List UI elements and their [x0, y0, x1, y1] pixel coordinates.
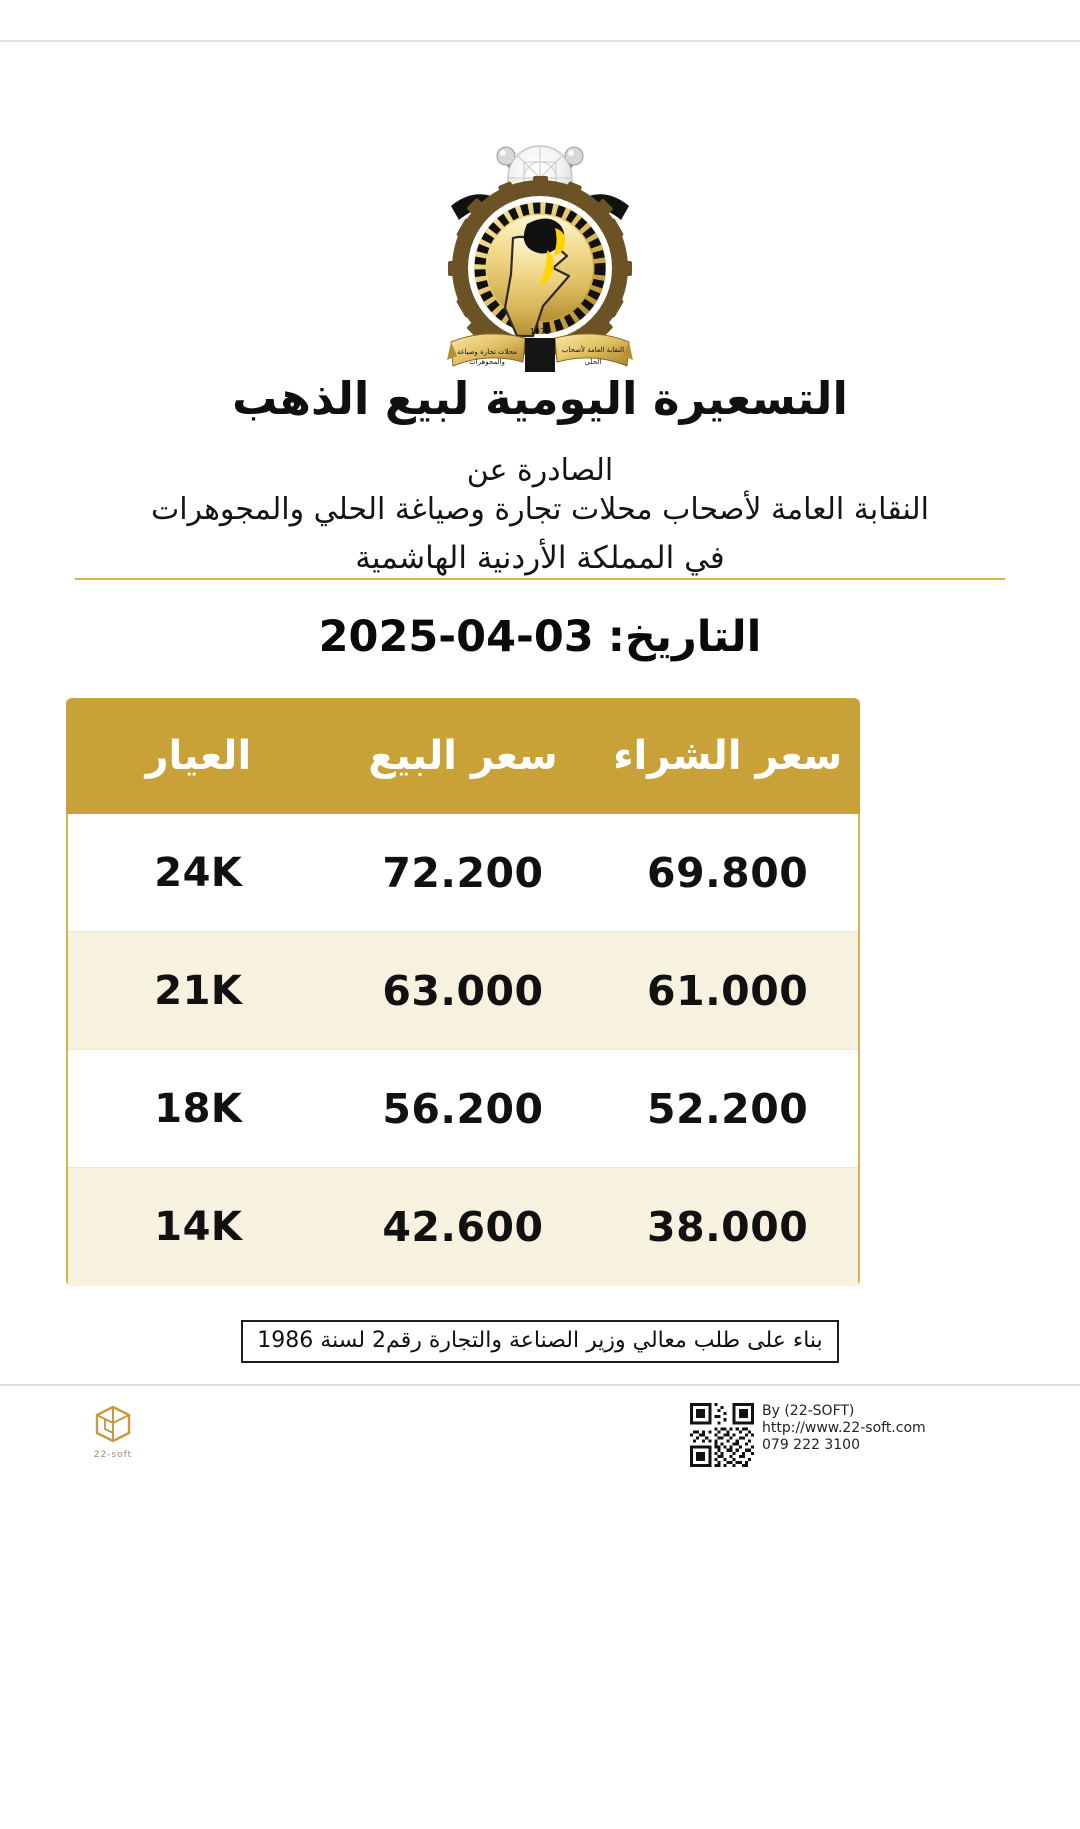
column-header-karat: العيار — [145, 733, 252, 779]
svg-text:1972: 1972 — [530, 327, 550, 336]
date-value: 03-04-2025 — [318, 612, 594, 662]
table-row: 69.800 72.200 24K — [66, 814, 860, 932]
date-row: التاريخ: 03-04-2025 — [0, 612, 1080, 662]
cell-sell: 42.600 — [382, 1203, 544, 1251]
vendor-logo: 22-soft — [78, 1403, 148, 1475]
authority-name: النقابة العامة لأصحاب محلات تجارة وصياغة… — [150, 492, 930, 527]
established-year: 1972 — [530, 327, 550, 336]
row-separator — [66, 1167, 860, 1168]
cube-icon — [95, 1405, 131, 1443]
vendor-logo-label: 22-soft — [93, 1450, 133, 1460]
vendor-contact: By (22-SOFT) http://www.22-soft.com 079 … — [762, 1403, 926, 1454]
cell-karat: 21K — [154, 968, 243, 1014]
cell-buy: 69.800 — [647, 849, 809, 897]
svg-text:الحلي: الحلي — [585, 358, 602, 366]
svg-text:والمجوهرات: والمجوهرات — [469, 358, 505, 366]
vendor-website[interactable]: http://www.22-soft.com — [762, 1420, 926, 1436]
cell-buy: 38.000 — [647, 1203, 809, 1251]
table-right-rule — [858, 814, 860, 1286]
svg-text:محلات تجارة وصياغة: محلات تجارة وصياغة — [457, 348, 517, 356]
table-row: 52.200 56.200 18K — [66, 1050, 860, 1168]
row-separator — [66, 931, 860, 932]
country-name: في المملكة الأردنية الهاشمية — [355, 540, 725, 576]
svg-text:النقابة العامة لأصحاب: النقابة العامة لأصحاب — [562, 345, 624, 354]
vendor-by: By (22-SOFT) — [762, 1403, 855, 1419]
cell-sell: 63.000 — [382, 967, 544, 1015]
table-left-rule — [66, 814, 68, 1286]
row-separator — [66, 1049, 860, 1050]
branding-bar: 22-soft — [0, 1395, 1080, 1485]
cell-sell: 72.200 — [382, 849, 544, 897]
table-header-row: سعر الشراء سعر البيع العيار — [66, 698, 860, 814]
jordan-jewellers-union-emblem-icon: 1972 محلات تجارة وصياغة والمجوهرات النقا… — [447, 145, 633, 372]
table-row: 38.000 42.600 14K — [66, 1168, 860, 1286]
cell-buy: 52.200 — [647, 1085, 809, 1133]
column-header-buy: سعر الشراء — [613, 733, 843, 779]
vendor-phone: 079 222 3100 — [762, 1437, 860, 1453]
bottom-divider — [0, 1384, 1080, 1386]
date-label: التاريخ: — [607, 612, 762, 662]
footer-note-text: بناء على طلب معالي وزير الصناعة والتجارة… — [241, 1320, 839, 1363]
table-row: 61.000 63.000 21K — [66, 932, 860, 1050]
gold-divider — [75, 578, 1005, 580]
cell-sell: 56.200 — [382, 1085, 544, 1133]
page-title: التسعيرة اليومية لبيع الذهب — [232, 372, 848, 425]
issued-by-label: الصادرة عن — [466, 453, 614, 488]
top-divider — [0, 40, 1080, 42]
cell-karat: 14K — [154, 1204, 243, 1250]
union-logo: 1972 محلات تجارة وصياغة والمجوهرات النقا… — [0, 128, 1080, 378]
column-header-sell: سعر البيع — [368, 733, 558, 779]
cell-buy: 61.000 — [647, 967, 809, 1015]
qr-code-icon — [690, 1403, 754, 1467]
footer-note: بناء على طلب معالي وزير الصناعة والتجارة… — [0, 1320, 1080, 1363]
cell-karat: 18K — [154, 1086, 243, 1132]
gold-price-table: سعر الشراء سعر البيع العيار 69.800 72.20… — [66, 698, 860, 1286]
cell-karat: 24K — [154, 850, 243, 896]
subtitle-block: الصادرة عن النقابة العامة لأصحاب محلات ت… — [0, 452, 1080, 582]
molten-gold-icon — [523, 218, 566, 286]
ribbon: محلات تجارة وصياغة والمجوهرات النقابة ال… — [447, 333, 633, 372]
